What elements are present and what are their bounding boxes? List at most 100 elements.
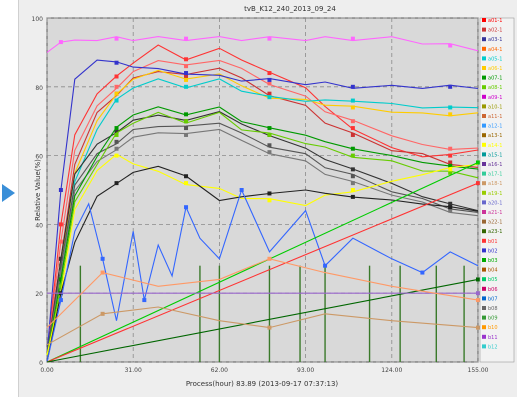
series-point (114, 98, 119, 103)
series-point (267, 143, 272, 148)
series-point (476, 181, 480, 186)
legend-swatch (482, 190, 486, 195)
series-point (267, 36, 272, 41)
legend-swatch (482, 18, 486, 22)
series-point (350, 36, 355, 41)
series-point (267, 126, 272, 131)
legend-label: b12 (488, 344, 498, 350)
series-point (184, 77, 189, 82)
series-point (350, 188, 355, 192)
series-point (114, 153, 119, 158)
legend-label: a14-1 (488, 143, 502, 149)
legend-label: a09-1 (488, 95, 502, 101)
legend-label: b07 (488, 296, 498, 302)
legend-swatch (482, 219, 486, 224)
legend-label: b10 (488, 325, 498, 331)
legend-swatch (482, 238, 486, 243)
legend-label: a20-1 (488, 200, 502, 206)
series-line (46, 59, 479, 356)
series-line (46, 188, 479, 363)
series-point (350, 194, 355, 199)
legend-swatch (482, 171, 486, 176)
series-line (46, 44, 479, 356)
series-point (114, 91, 119, 96)
series-point (184, 36, 189, 41)
legend-label: b09 (488, 316, 498, 322)
x-tick-label: 124.00 (381, 367, 402, 374)
series-point (267, 191, 272, 196)
series-point (184, 126, 189, 131)
series-point (114, 126, 119, 131)
series-point (350, 153, 355, 158)
legend-swatch (482, 296, 486, 301)
series-point (448, 208, 453, 213)
x-tick-label: 93.00 (297, 367, 314, 374)
series-point (350, 126, 355, 131)
series-point (58, 277, 63, 282)
series-point (350, 119, 355, 124)
y-tick-label: 20 (35, 291, 43, 298)
series-point (448, 205, 453, 210)
series-point (448, 170, 453, 175)
series-point (58, 274, 63, 278)
legend-label: b02 (488, 248, 498, 254)
series-point (58, 263, 63, 268)
y-tick-label: 60 (35, 154, 43, 161)
series-point (114, 139, 119, 144)
series-line (46, 182, 479, 363)
legend-swatch (482, 152, 486, 157)
series-point (239, 188, 244, 192)
series-point (448, 201, 453, 206)
legend-label: a15-1 (488, 152, 502, 158)
series-point (420, 270, 425, 275)
series-point (350, 146, 355, 151)
series-point (58, 222, 63, 227)
legend-swatch (482, 133, 486, 138)
series-point (476, 298, 480, 303)
legend-swatch (482, 210, 486, 214)
series-point (476, 160, 480, 165)
legend-swatch (482, 46, 486, 51)
series-point (58, 284, 63, 289)
series-point (58, 298, 63, 303)
series-point (350, 174, 355, 179)
series-line (46, 258, 479, 328)
series-point (267, 132, 272, 137)
series-point (350, 132, 355, 137)
legend-swatch (482, 286, 486, 291)
series-point (350, 84, 355, 89)
series-point (448, 112, 453, 117)
series-point (267, 81, 272, 86)
series-point (267, 198, 272, 203)
series-line (46, 36, 479, 53)
legend-swatch (482, 306, 486, 310)
x-tick-label: 155.00 (468, 367, 489, 374)
x-tick-label: 31.00 (125, 367, 142, 374)
series-point (58, 256, 63, 261)
legend-label: a03-1 (488, 37, 502, 43)
series-point (476, 277, 480, 282)
series-point (350, 167, 355, 172)
series-line (46, 306, 479, 346)
series-point (267, 150, 272, 155)
legend-label: a22-1 (488, 220, 502, 226)
series-point (448, 146, 453, 151)
legend-label: a16-1 (488, 162, 502, 168)
legend-swatch (482, 75, 486, 80)
y-tick-label: 0 (39, 360, 43, 367)
series-point (267, 95, 272, 100)
chart-title: tvB_K12_240_2013_09_24 (244, 5, 336, 13)
series-point (184, 84, 189, 89)
legend-swatch (482, 277, 486, 282)
legend-swatch (482, 66, 486, 70)
arrow-icon (2, 184, 15, 202)
series-point (267, 71, 272, 76)
series-line (46, 122, 479, 356)
legend-label: a13-1 (488, 133, 502, 139)
legend-label: a17-1 (488, 172, 502, 178)
legend-swatch (482, 104, 486, 109)
legend-label: a05-1 (488, 56, 502, 62)
series-point (448, 160, 453, 165)
y-tick-label: 40 (35, 222, 43, 229)
